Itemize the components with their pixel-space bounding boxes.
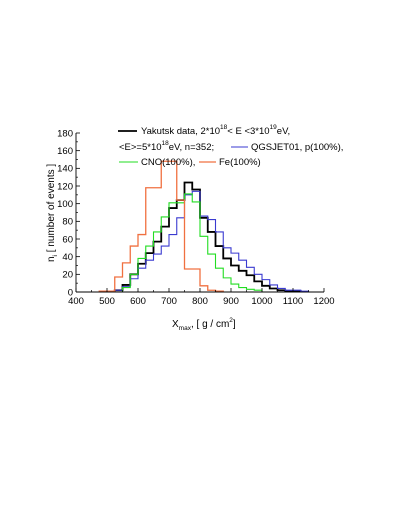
legend-line1-e: eV, xyxy=(277,126,290,137)
y-axis-label-rest: [ number of events ] xyxy=(46,164,57,255)
y-axis-label: ni [ number of events ] xyxy=(46,164,59,262)
x-tick-label-800: 800 xyxy=(192,296,208,307)
legend-line1-c: < E <3*10 xyxy=(227,126,269,137)
x-axis-label-end: ] xyxy=(233,319,236,330)
x-tick-label-700: 700 xyxy=(161,296,177,307)
y-tick-label-160: 160 xyxy=(57,146,73,157)
y-tick-label-0: 0 xyxy=(68,287,73,298)
legend-line1-d: 19 xyxy=(270,124,278,131)
y-tick-label-40: 40 xyxy=(62,252,73,263)
x-tick-label-500: 500 xyxy=(99,296,115,307)
x-tick-label-400: 400 xyxy=(68,296,84,307)
legend-line2-b: 18 xyxy=(162,140,170,147)
legend-line1-a: Yakutsk data, 2*10 xyxy=(141,126,220,137)
series-fe-step xyxy=(98,160,224,292)
x-tick-label-600: 600 xyxy=(130,296,146,307)
y-tick-label-20: 20 xyxy=(62,270,73,281)
x-axis-label-base: X xyxy=(172,319,179,330)
x-axis-label-sub: max xyxy=(179,325,192,332)
y-axis-label-base: n xyxy=(46,256,57,262)
x-axis-label-rest: , [ g / cm xyxy=(191,319,229,330)
y-tick-label-60: 60 xyxy=(62,234,73,245)
x-tick-label-900: 900 xyxy=(223,296,239,307)
axes: 400 500 600 700 800 900 1000 1100 1200 0 20 40 60 80 1… xyxy=(57,128,334,307)
y-tick-label-140: 140 xyxy=(57,164,73,175)
legend-label-qgsjet: QGSJET01, p(100%), xyxy=(251,142,343,153)
y-tick-label-80: 80 xyxy=(62,217,73,228)
x-tick-label-1000: 1000 xyxy=(251,296,272,307)
legend-label-fe: Fe(100%) xyxy=(219,157,261,168)
legend-line-2: <E>=5*1018eV, n=352; xyxy=(119,140,214,153)
x-axis-label: Xmax, [ g / cm2] xyxy=(172,317,236,332)
legend-label-cno: CNO(100%), xyxy=(141,157,195,168)
legend-line2-a: <E>=5*10 xyxy=(119,142,162,153)
legend-line-1: Yakutsk data, 2*1018< E <3*1019eV, xyxy=(141,124,290,137)
y-tick-label-120: 120 xyxy=(57,181,73,192)
x-tick-label-1200: 1200 xyxy=(313,296,334,307)
y-tick-label-180: 180 xyxy=(57,128,73,139)
series-qgsjet-step xyxy=(114,190,310,292)
legend: Yakutsk data, 2*1018< E <3*1019eV, <E>=5… xyxy=(118,124,343,168)
series-cno-step xyxy=(121,193,263,292)
legend-line1-b: 18 xyxy=(220,124,228,131)
y-axis-label-sub: i xyxy=(52,255,59,256)
y-tick-label-100: 100 xyxy=(57,199,73,210)
x-tick-label-1100: 1100 xyxy=(283,296,303,307)
legend-line2-c: eV, n=352; xyxy=(169,142,214,153)
series-layer xyxy=(98,160,310,293)
x-axis-label-sup: 2 xyxy=(229,317,233,324)
